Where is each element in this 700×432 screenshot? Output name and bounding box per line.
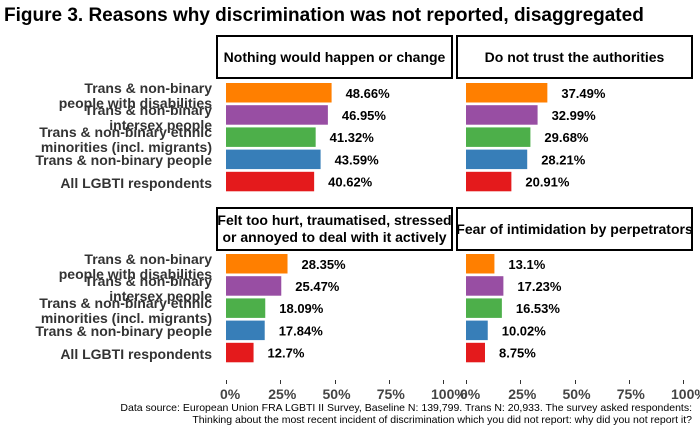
bar: [466, 276, 504, 296]
x-tick-label: 75%: [376, 386, 405, 402]
panel-strip-line: Felt too hurt, traumatised, stressed: [217, 212, 452, 228]
bar: [466, 105, 538, 125]
bar: [466, 149, 528, 170]
bar-value-label: 25.47%: [295, 279, 340, 294]
bar-value-label: 17.84%: [279, 323, 324, 338]
category-label: Trans & non-binary ethnic: [39, 124, 212, 141]
category-label: intersex people: [109, 116, 212, 133]
category-label: people with disabilities: [58, 265, 212, 282]
x-tick-mark: [443, 380, 444, 384]
bar-value-label: 20.91%: [525, 175, 570, 190]
panel-strip-line: Do not trust the authorities: [484, 48, 665, 65]
bar-value-label: 43.59%: [335, 152, 380, 167]
bar: [226, 342, 254, 363]
x-tick-label: 0%: [220, 386, 241, 402]
bar: [226, 105, 328, 125]
category-label: minorities (incl. migrants): [40, 310, 212, 327]
x-tick-label: 50%: [562, 386, 591, 402]
panel-strip-2: Do not trust the authorities: [456, 35, 693, 79]
footnote-source: Data source: European Union FRA LGBTI II…: [120, 402, 692, 414]
x-tick-mark: [334, 380, 336, 384]
bar-value-label: 37.49%: [561, 86, 606, 101]
bar: [466, 320, 488, 341]
bar: [226, 149, 321, 170]
bar: [466, 171, 512, 192]
bar: [466, 342, 485, 363]
panel-strip-line: Fear of intimidation by perpetrators: [456, 220, 693, 237]
bar-value-label: 41.32%: [330, 130, 375, 145]
category-label: people with disabilities: [58, 94, 212, 111]
category-label: minorities (incl. migrants): [40, 139, 212, 156]
bar-value-label: 17.23%: [517, 279, 562, 294]
bar: [226, 320, 265, 341]
bar-value-label: 40.62%: [328, 175, 373, 190]
bar: [226, 254, 288, 274]
category-label: Trans & non-binary people: [35, 152, 212, 169]
x-tick-label: 100%: [671, 386, 700, 402]
category-label: Trans & non-binary: [84, 79, 212, 96]
category-label: intersex people: [109, 287, 212, 304]
bar: [466, 83, 548, 103]
bar-value-label: 13.1%: [508, 257, 545, 272]
x-tick-mark: [520, 380, 522, 384]
x-tick-mark: [388, 380, 390, 384]
x-tick-label: 75%: [616, 386, 645, 402]
panel-plot-4: 13.1% 17.23% 16.53% 10.02% 8.75%: [466, 254, 562, 363]
category-label: Trans & non-binary: [84, 250, 212, 267]
panel-strip-line: or annoyed to deal with it actively: [222, 229, 447, 245]
panel-strip-4: Fear of intimidation by perpetrators: [456, 207, 693, 251]
panel-strip-3: Felt too hurt, traumatised, stressed or a…: [216, 207, 453, 251]
bar: [226, 298, 266, 318]
x-tick-mark: [466, 380, 467, 384]
bar-value-label: 28.21%: [541, 152, 586, 167]
bar: [466, 254, 495, 274]
panel-strip-label: Felt too hurt, traumatised, stressed or a…: [217, 212, 452, 246]
x-tick-mark: [280, 380, 282, 384]
x-tick-label: 25%: [268, 386, 297, 402]
bar-value-label: 28.35%: [302, 257, 347, 272]
bar-value-label: 12.7%: [268, 346, 305, 361]
category-label: All LGBTI respondents: [60, 345, 212, 362]
x-tick-label: 25%: [508, 386, 537, 402]
panel-strip-line: Nothing would happen or change: [223, 48, 446, 65]
bar-value-label: 29.68%: [544, 130, 589, 145]
bar-value-label: 18.09%: [279, 301, 324, 316]
bar: [226, 171, 315, 192]
category-label: Trans & non-binary: [84, 272, 212, 289]
bar-value-label: 16.53%: [516, 301, 561, 316]
footnote-question: Thinking about the most recent incident …: [192, 414, 692, 426]
bar-value-label: 48.66%: [346, 86, 391, 101]
x-tick-label: 100%: [431, 386, 467, 402]
category-label: Trans & non-binary people: [35, 323, 212, 340]
bar: [466, 298, 502, 318]
panel-strip-label: Nothing would happen or change: [224, 49, 446, 66]
bar-value-label: 10.02%: [502, 323, 547, 338]
bar-value-label: 32.99%: [552, 108, 597, 123]
bar: [466, 127, 531, 147]
x-tick-mark: [226, 380, 227, 384]
bar: [226, 127, 316, 147]
x-tick-label: 50%: [322, 386, 351, 402]
bar: [226, 276, 282, 296]
panel-plot-2: 37.49% 32.99% 29.68% 28.21% 20.91%: [466, 83, 606, 192]
panel-strip-1: Nothing would happen or change: [216, 35, 453, 79]
category-label: Trans & non-binary: [84, 101, 212, 118]
panel-plot-1: 48.66% 46.95% 41.32% 43.59% 40.62%: [226, 83, 391, 192]
x-tick-mark: [628, 380, 630, 384]
panel-strip-label: Do not trust the authorities: [485, 49, 665, 66]
bar: [226, 83, 332, 103]
chart-title: Figure 3. Reasons why discrimination was…: [4, 5, 644, 26]
panel-strip-label: Fear of intimidation by perpetrators: [456, 220, 693, 238]
x-tick-label: 0%: [460, 386, 481, 402]
category-label: Trans & non-binary ethnic: [39, 295, 212, 312]
category-label: All LGBTI respondents: [60, 174, 212, 191]
panel-plot-3: 28.35% 25.47% 18.09% 17.84% 12.7%: [226, 254, 347, 363]
x-tick-mark: [683, 380, 684, 384]
bar-value-label: 46.95%: [342, 108, 387, 123]
bar-value-label: 8.75%: [499, 346, 536, 361]
x-tick-mark: [574, 380, 576, 384]
